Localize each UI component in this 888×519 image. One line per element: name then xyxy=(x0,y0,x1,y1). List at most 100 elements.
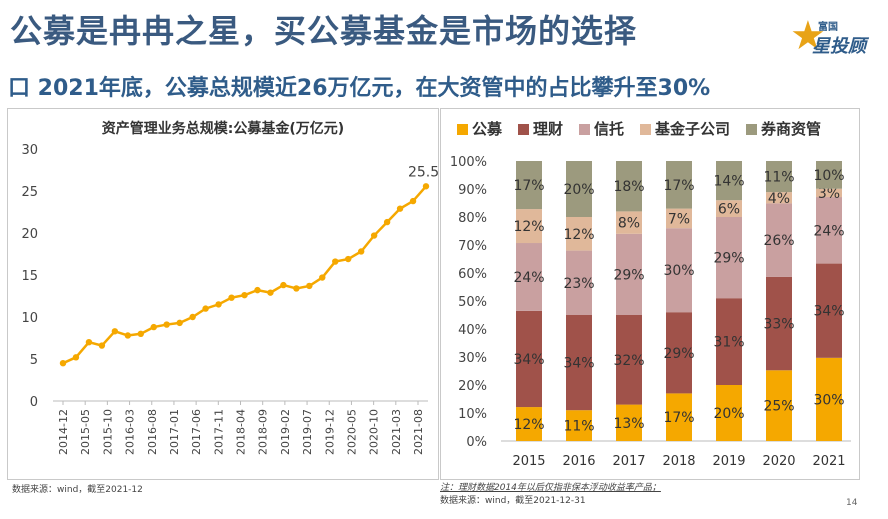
y-tick-label: 0% xyxy=(466,435,487,450)
bar-segment xyxy=(666,208,692,229)
x-category-label: 2015 xyxy=(512,454,545,469)
bar-data-label: 20% xyxy=(563,182,594,198)
bar-data-label: 11% xyxy=(563,419,594,435)
x-tick-label: 2020-10 xyxy=(368,409,381,455)
data-point xyxy=(254,286,261,294)
right-source-note: 数据来源：wind，截至2021-12-31 xyxy=(440,496,586,506)
y-tick-label: 30% xyxy=(458,351,487,366)
data-point xyxy=(72,354,80,361)
y-tick-label: 25 xyxy=(21,185,38,200)
data-point xyxy=(189,313,196,321)
bar-segment xyxy=(766,161,792,193)
bar-segment xyxy=(566,217,592,251)
x-tick-label: 2016-03 xyxy=(124,409,137,455)
bar-segment xyxy=(566,315,592,411)
data-point xyxy=(137,330,144,337)
data-point xyxy=(422,183,430,190)
y-tick-label: 20% xyxy=(458,379,487,394)
bar-segment xyxy=(616,161,642,212)
data-point xyxy=(267,289,274,296)
bar-segment xyxy=(566,410,592,441)
bar-data-label: 20% xyxy=(713,406,744,422)
x-category-label: 2018 xyxy=(662,454,695,469)
y-tick-label: 90% xyxy=(458,183,487,198)
bar-segment xyxy=(666,312,692,394)
bar-segment xyxy=(516,161,542,210)
star-icon: ★ xyxy=(790,13,826,59)
bar-segment xyxy=(766,203,792,277)
logo-big-text: 星投顾 xyxy=(812,36,866,57)
bar-segment xyxy=(616,404,642,441)
x-tick-label: 2015-10 xyxy=(101,409,114,455)
data-point xyxy=(345,255,352,263)
bar-data-label: 17% xyxy=(513,178,544,194)
x-tick-label: 2017-11 xyxy=(212,409,225,455)
x-tick-label: 2016-08 xyxy=(146,409,159,455)
y-tick-label: 15 xyxy=(21,269,38,284)
bar-segment xyxy=(816,357,842,441)
data-point xyxy=(357,248,365,255)
bar-segment xyxy=(766,370,792,441)
x-category-label: 2020 xyxy=(762,454,795,469)
data-point xyxy=(202,305,209,312)
bar-segment xyxy=(716,217,742,299)
bar-segment xyxy=(716,385,742,441)
legend-label: 理财 xyxy=(533,120,563,138)
bar-segment xyxy=(816,161,842,189)
legend-swatch xyxy=(579,124,590,135)
data-point xyxy=(215,301,222,308)
x-tick-label: 2019-02 xyxy=(279,409,292,455)
bar-segment xyxy=(516,407,542,441)
x-tick-label: 2019-12 xyxy=(323,409,336,455)
data-point xyxy=(396,205,404,212)
x-tick-label: 2018-04 xyxy=(235,409,248,455)
x-tick-label: 2018-09 xyxy=(257,409,270,455)
x-tick-label: 2015-05 xyxy=(79,409,92,455)
bar-data-label: 12% xyxy=(563,227,594,243)
data-point xyxy=(163,321,170,328)
y-tick-label: 5 xyxy=(30,353,38,368)
x-tick-label: 2020-05 xyxy=(345,409,358,455)
data-point xyxy=(319,274,326,281)
bar-segment xyxy=(666,161,692,209)
legend-label: 基金子公司 xyxy=(654,120,730,138)
y-tick-label: 70% xyxy=(458,239,487,254)
bar-data-label: 23% xyxy=(563,276,594,292)
bar-data-label: 30% xyxy=(813,392,844,408)
bar-data-label: 29% xyxy=(613,267,644,283)
legend-label: 信托 xyxy=(594,120,624,138)
bar-segment xyxy=(516,209,542,244)
y-tick-label: 60% xyxy=(458,267,487,282)
bar-segment xyxy=(616,315,642,405)
left-source-note: 数据来源：wind，截至2021-12 xyxy=(12,485,143,495)
bar-data-label: 17% xyxy=(663,410,694,426)
x-tick-label: 2014-12 xyxy=(57,409,70,455)
x-category-label: 2019 xyxy=(712,454,745,469)
y-tick-label: 30 xyxy=(21,143,38,158)
data-point xyxy=(306,282,313,290)
legend-label: 公募 xyxy=(472,120,503,138)
data-point xyxy=(332,258,339,265)
bar-segment xyxy=(816,197,842,264)
data-point xyxy=(383,218,391,226)
bar-segment xyxy=(816,188,842,198)
bar-data-label: 32% xyxy=(613,353,644,369)
data-point xyxy=(228,294,235,301)
bar-data-label: 34% xyxy=(513,352,544,368)
bar-data-label: 12% xyxy=(513,417,544,433)
bar-data-label: 4% xyxy=(768,191,790,207)
line-chart-panel: 资产管理业务总规模:公募基金(万亿元) 0 5 10 15 20 25 30 2014-12 20… xyxy=(7,108,448,480)
brand-logo: ★ 富国 星投顾 xyxy=(790,14,882,62)
data-point xyxy=(409,197,417,205)
bar-data-label: 14% xyxy=(713,174,744,190)
bar-data-label: 11% xyxy=(763,170,794,186)
x-tick-label: 2021-03 xyxy=(390,409,403,455)
end-value-label: 25.56 xyxy=(408,164,438,180)
bar-data-label: 6% xyxy=(718,202,740,218)
bar-data-label: 30% xyxy=(663,263,694,279)
x-tick-label: 2021-08 xyxy=(412,409,425,455)
data-point xyxy=(150,323,157,331)
legend-swatch xyxy=(518,124,529,135)
bar-data-label: 13% xyxy=(613,416,644,432)
y-tick-label: 20 xyxy=(21,227,38,242)
